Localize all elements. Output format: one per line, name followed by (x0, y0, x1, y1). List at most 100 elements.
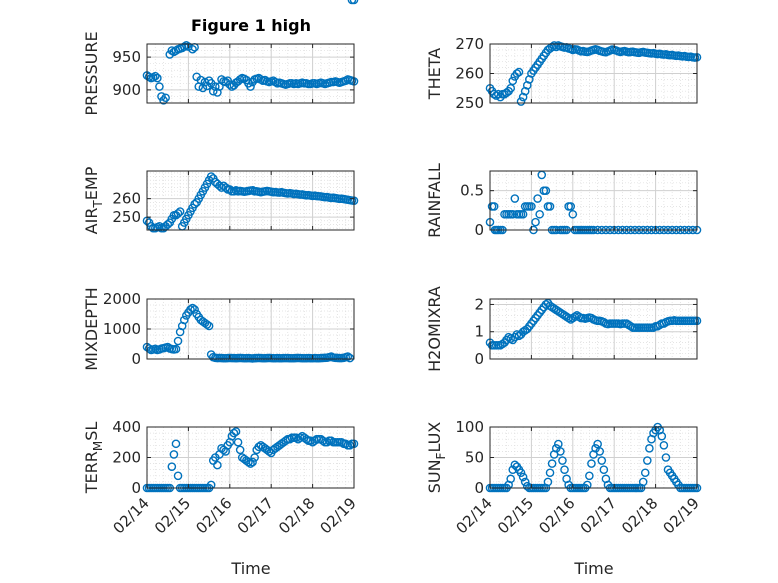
data-point (206, 480, 216, 490)
data-point (510, 194, 520, 203)
data-point (244, 457, 253, 467)
data-point (225, 185, 235, 194)
data-point (153, 73, 162, 83)
data-point (491, 91, 501, 100)
data-point (489, 202, 499, 211)
data-point (144, 344, 154, 353)
data-point (188, 303, 197, 313)
y-tick-label: 260 (455, 65, 484, 83)
y-tick-label: 250 (455, 94, 484, 112)
data-point (564, 313, 573, 323)
data-point (231, 427, 241, 436)
x-tick-label: 02/14 (453, 494, 496, 537)
data-point (163, 220, 172, 229)
data-point (643, 456, 652, 465)
data-point (310, 436, 319, 446)
data-point (206, 172, 216, 181)
x-tick-label: 02/17 (577, 494, 620, 537)
data-point (582, 480, 592, 490)
data-point (516, 97, 526, 106)
data-point (188, 44, 197, 54)
y-tick-label: 1 (474, 323, 484, 341)
data-point (295, 433, 305, 442)
data-point (196, 75, 206, 85)
y-tick-label: 0 (474, 221, 484, 239)
x-tick-label: 02/19 (317, 494, 360, 537)
data-point (516, 468, 526, 478)
x-tick-label: 02/16 (192, 494, 235, 537)
data-point (640, 468, 650, 478)
y-tick-label: 900 (112, 81, 141, 99)
y-tick-label: 950 (112, 48, 141, 66)
data-point (254, 442, 264, 452)
data-point (506, 334, 516, 343)
data-point (341, 439, 351, 449)
data-point (506, 83, 516, 93)
data-point (155, 82, 164, 91)
data-point (173, 471, 183, 481)
data-point (246, 459, 255, 468)
data-point (566, 202, 576, 211)
x-tick-label: 02/18 (275, 494, 318, 537)
y-tick-label: 0 (131, 350, 141, 368)
data-point (585, 471, 594, 481)
y-axis-label: AIRTEMP (82, 166, 105, 234)
data-point (291, 433, 301, 442)
data-point (531, 217, 540, 227)
plot-area (147, 44, 354, 103)
data-point (208, 86, 218, 96)
y-tick-label: 2000 (103, 290, 141, 308)
data-point (659, 440, 669, 450)
data-point (645, 444, 654, 453)
data-point (246, 82, 255, 91)
series-theta (485, 41, 702, 106)
data-point (535, 209, 544, 219)
y-tick-label: 100 (455, 418, 484, 436)
data-point (657, 431, 667, 441)
axes-rainfall: 0 0.5 RAINFALL (425, 163, 702, 239)
data-point (626, 321, 636, 331)
y-axis-label: THETA (425, 48, 444, 100)
data-point (248, 457, 257, 467)
data-point (518, 472, 528, 482)
data-point (235, 445, 245, 455)
data-point (514, 67, 524, 77)
axes-pressure: 900 950 PRESSURE (82, 31, 359, 116)
data-point (595, 447, 605, 456)
y-tick-label: 1000 (103, 320, 141, 338)
x-tick-label: 02/17 (234, 494, 277, 537)
data-point (570, 312, 580, 322)
data-point (285, 434, 295, 444)
data-point (638, 477, 648, 487)
y-tick-label: 260 (112, 190, 141, 208)
axes-frame (146, 43, 355, 104)
data-point (343, 352, 353, 361)
x-tick-label: 02/19 (660, 494, 703, 537)
data-point (190, 305, 199, 314)
data-point (506, 474, 516, 484)
data-point (543, 477, 553, 487)
y-tick-label: 0.5 (460, 182, 484, 200)
data-point (229, 428, 239, 438)
data-point (508, 209, 518, 219)
data-point (306, 436, 315, 446)
data-point (322, 437, 332, 447)
x-tick-label: 02/15 (151, 494, 194, 537)
data-point (533, 194, 542, 203)
data-point (250, 453, 259, 462)
data-point (161, 93, 170, 103)
y-tick-label: 50 (465, 449, 484, 467)
data-point (186, 305, 195, 314)
data-point (233, 437, 243, 447)
data-point (527, 202, 536, 211)
y-axis-label: RAINFALL (425, 163, 444, 238)
data-point (558, 456, 567, 465)
x-axis-label-left: Time (230, 559, 270, 578)
y-tick-label: 0 (474, 350, 484, 368)
data-point (597, 456, 607, 465)
y-tick-label: 200 (112, 449, 141, 467)
data-point (545, 202, 555, 211)
